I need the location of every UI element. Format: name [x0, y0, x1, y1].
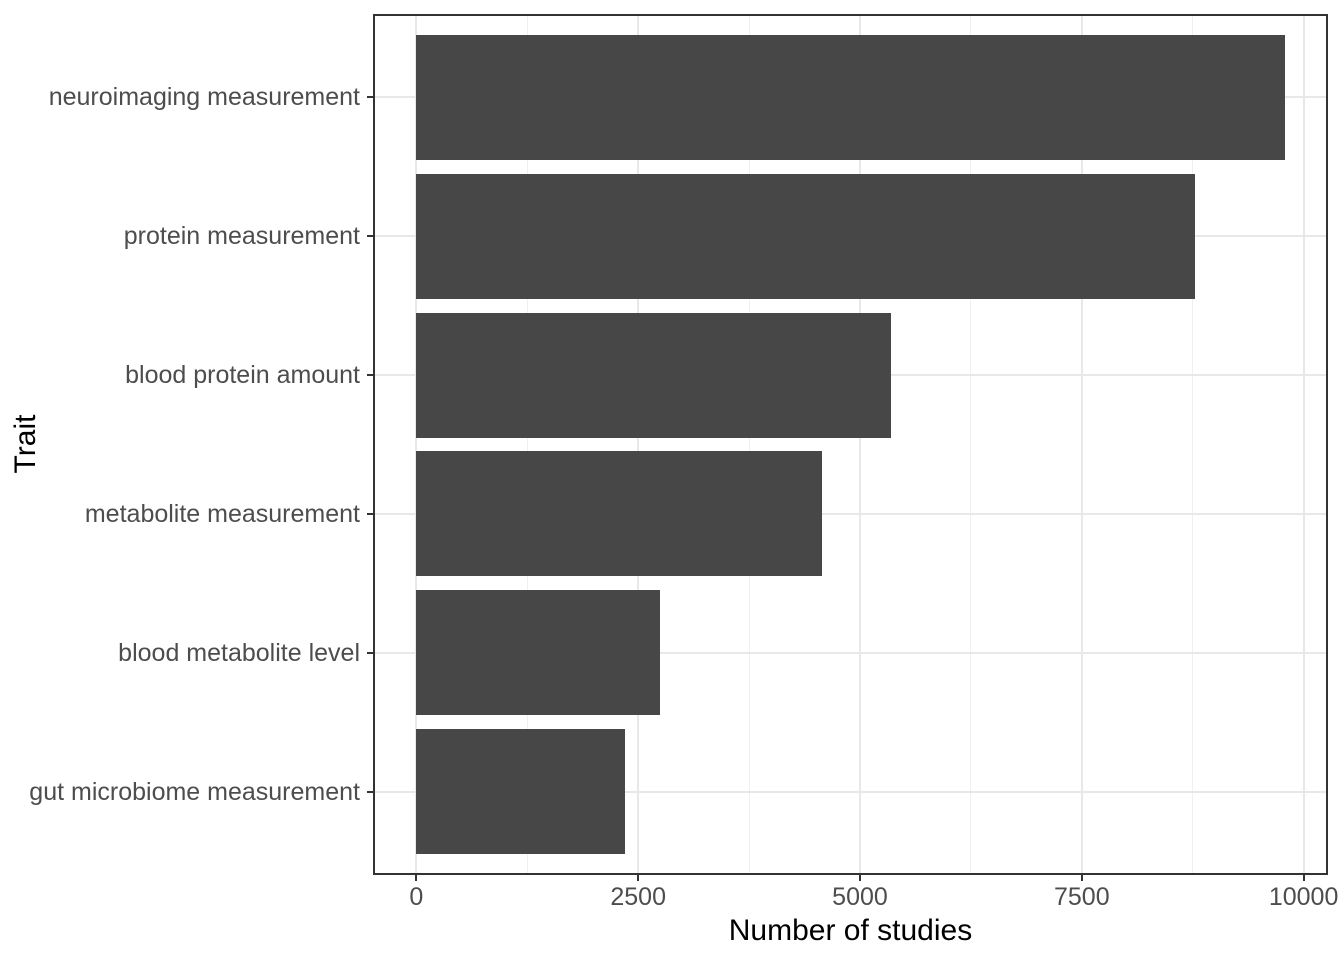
bar-blood-metabolite-level [416, 590, 661, 716]
y-category-label: protein measurement [123, 222, 360, 251]
bar-metabolite-measurement [416, 451, 822, 577]
bar-neuroimaging-measurement [416, 34, 1285, 160]
y-tick-mark [367, 790, 373, 793]
x-major-gridline [637, 14, 640, 875]
x-tick-mark [1080, 875, 1083, 881]
x-minor-gridline [970, 14, 972, 875]
x-minor-gridline [526, 14, 528, 875]
x-major-gridline [1080, 14, 1083, 875]
bar-protein-measurement [416, 173, 1195, 299]
x-major-gridline [415, 14, 418, 875]
x-tick-mark [858, 875, 861, 881]
x-tick-label: 2500 [610, 883, 666, 911]
y-tick-mark [367, 651, 373, 654]
x-major-gridline [1302, 14, 1305, 875]
x-tick-mark [637, 875, 640, 881]
x-minor-gridline [748, 14, 750, 875]
x-tick-label: 5000 [832, 883, 888, 911]
x-tick-mark [1302, 875, 1305, 881]
x-axis-title: Number of studies [728, 914, 973, 947]
plot-panel [373, 14, 1328, 875]
x-minor-gridline [1192, 14, 1194, 875]
x-tick-label: 0 [409, 883, 424, 911]
y-tick-mark [367, 512, 373, 515]
bar-gut-microbiome-measurement [416, 729, 626, 855]
y-category-label: gut microbiome measurement [29, 777, 360, 806]
y-tick-mark [367, 96, 373, 99]
bar-blood-protein-amount [416, 312, 892, 438]
y-axis-title: Trait [9, 414, 42, 474]
y-category-label: metabolite measurement [84, 499, 360, 528]
y-major-gridline [373, 512, 1328, 515]
y-major-gridline [373, 790, 1328, 793]
x-tick-mark [415, 875, 418, 881]
x-tick-label: 7500 [1053, 883, 1110, 911]
y-tick-mark [367, 235, 373, 238]
x-tick-label: 10000 [1268, 883, 1339, 911]
y-category-label: neuroimaging measurement [48, 83, 360, 112]
y-category-label: blood metabolite level [118, 638, 360, 667]
y-category-label: blood protein amount [125, 361, 360, 390]
y-tick-mark [367, 374, 373, 377]
y-major-gridline [373, 651, 1328, 654]
x-major-gridline [858, 14, 861, 875]
